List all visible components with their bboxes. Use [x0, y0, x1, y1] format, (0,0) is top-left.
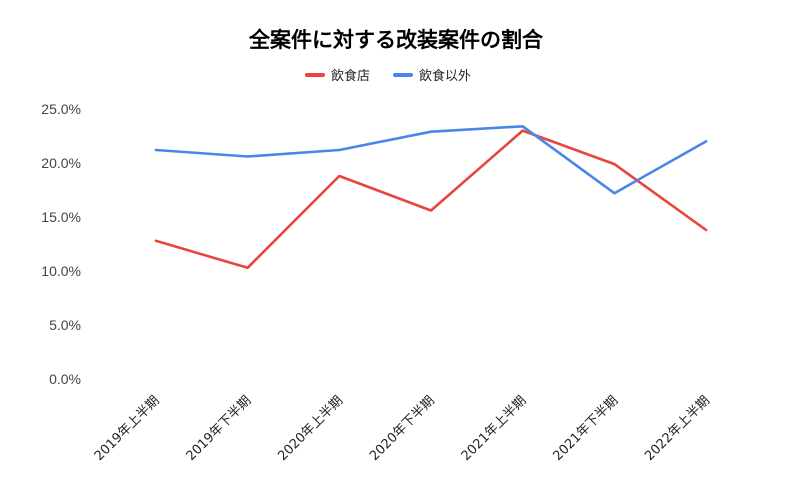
data-point: [612, 162, 616, 166]
series-layer: [154, 124, 708, 270]
legend-label: 飲食以外: [419, 68, 471, 84]
legend: 飲食店 飲食以外: [305, 68, 471, 84]
x-tick-label: 2019年下半期: [184, 393, 255, 464]
x-tick-label: 2022年上半期: [642, 393, 713, 464]
legend-item: 飲食以外: [393, 68, 471, 84]
y-tick-label: 25.0%: [41, 101, 81, 117]
series-line-1: [154, 129, 708, 270]
data-point: [246, 155, 250, 159]
data-point: [154, 239, 158, 243]
data-point: [521, 124, 525, 128]
x-tick-label: 2021年上半期: [459, 393, 530, 464]
data-point: [429, 130, 433, 134]
x-tick-label: 2019年上半期: [92, 393, 163, 464]
data-point: [704, 139, 708, 143]
x-axis: 2019年上半期 2019年下半期 2020年上半期 2020年下半期 2021年上半期…: [92, 393, 713, 464]
y-tick-label: 15.0%: [41, 209, 81, 225]
data-point: [521, 129, 525, 133]
x-tick-label: 2020年下半期: [367, 393, 438, 464]
y-tick-label: 20.0%: [41, 155, 81, 171]
data-point: [429, 209, 433, 213]
data-point: [337, 148, 341, 152]
x-tick-label: 2020年上半期: [275, 393, 346, 464]
data-point: [337, 174, 341, 178]
y-tick-label: 0.0%: [49, 371, 81, 387]
y-tick-label: 10.0%: [41, 263, 81, 279]
y-tick-label: 5.0%: [49, 317, 81, 333]
y-axis: 0.0% 5.0% 10.0% 15.0% 20.0% 25.0%: [41, 101, 81, 387]
data-point: [612, 191, 616, 195]
x-tick-label: 2021年下半期: [550, 393, 621, 464]
series-line-2: [154, 125, 708, 195]
data-point: [154, 148, 158, 152]
data-point: [246, 266, 250, 270]
chart-title: 全案件に対する改装案件の割合: [248, 28, 544, 52]
legend-item: 飲食店: [305, 68, 370, 84]
data-point: [704, 228, 708, 232]
legend-label: 飲食店: [331, 68, 370, 84]
